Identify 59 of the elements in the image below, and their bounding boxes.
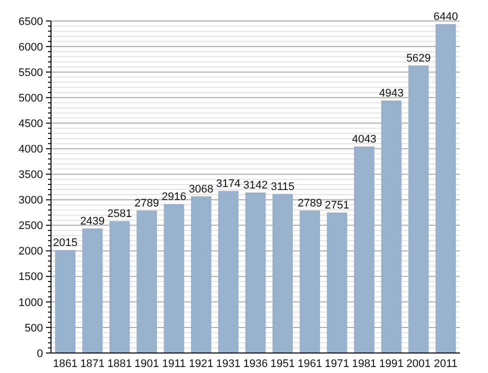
bar [436, 24, 456, 353]
y-tick-label: 1000 [18, 296, 43, 309]
x-tick-label: 1931 [216, 358, 241, 370]
x-tick-label: 1901 [134, 358, 160, 370]
x-tick-label: 2001 [406, 358, 431, 370]
y-tick-label: 2000 [18, 246, 43, 258]
data-label: 2789 [134, 198, 160, 210]
bar [136, 210, 157, 353]
data-label: 4043 [352, 133, 376, 146]
x-tick-label: 1961 [298, 358, 322, 370]
data-label: 3174 [216, 178, 241, 190]
y-tick-label: 3500 [18, 169, 43, 182]
bar [408, 65, 429, 353]
y-tick-label: 3000 [18, 194, 43, 207]
data-label: 3068 [188, 183, 214, 196]
data-label: 2751 [324, 199, 350, 212]
y-tick-label: 6000 [18, 41, 43, 54]
bar [218, 190, 239, 353]
x-tick-label: 1871 [80, 358, 105, 370]
x-tick-label: 1936 [243, 358, 268, 370]
y-tick-label: 5500 [18, 66, 43, 79]
bar [272, 194, 293, 353]
x-tick-label: 1861 [53, 358, 78, 370]
data-label: 2581 [107, 208, 132, 220]
data-label: 2916 [162, 191, 186, 204]
x-tick-label: 1921 [188, 358, 214, 370]
y-tick-label: 6500 [18, 16, 43, 28]
y-tick-label: 4500 [18, 118, 43, 130]
bar [109, 221, 130, 353]
x-tick-label: 1981 [352, 358, 376, 370]
y-tick-label: 2500 [18, 220, 43, 232]
x-tick-label: 1971 [324, 358, 350, 370]
y-tick-label: 4000 [18, 144, 43, 156]
x-tick-label: 2011 [434, 358, 458, 370]
x-tick-label: 1951 [270, 358, 295, 370]
x-tick-label: 1991 [379, 358, 404, 370]
bar [164, 204, 184, 353]
bar [354, 146, 374, 353]
bar [190, 196, 212, 353]
data-label: 2439 [80, 215, 105, 228]
y-tick-label: 0 [36, 348, 43, 360]
data-label: 4943 [379, 88, 404, 100]
data-label: 2015 [53, 237, 78, 250]
data-label: 2789 [298, 198, 322, 210]
bar [245, 192, 266, 353]
bar [381, 100, 402, 353]
bar [82, 228, 103, 353]
data-label: 3142 [243, 180, 268, 192]
y-tick-label: 500 [24, 322, 43, 334]
data-label: 6440 [433, 11, 458, 24]
y-tick-label: 1500 [18, 271, 43, 284]
x-tick-label: 1881 [107, 358, 132, 370]
y-tick-label: 5000 [18, 92, 43, 104]
x-tick-label: 1911 [162, 358, 186, 370]
bar [300, 210, 320, 353]
data-label: 3115 [270, 180, 295, 193]
bar [55, 250, 76, 353]
bar [326, 212, 348, 353]
data-label: 5629 [406, 52, 431, 64]
